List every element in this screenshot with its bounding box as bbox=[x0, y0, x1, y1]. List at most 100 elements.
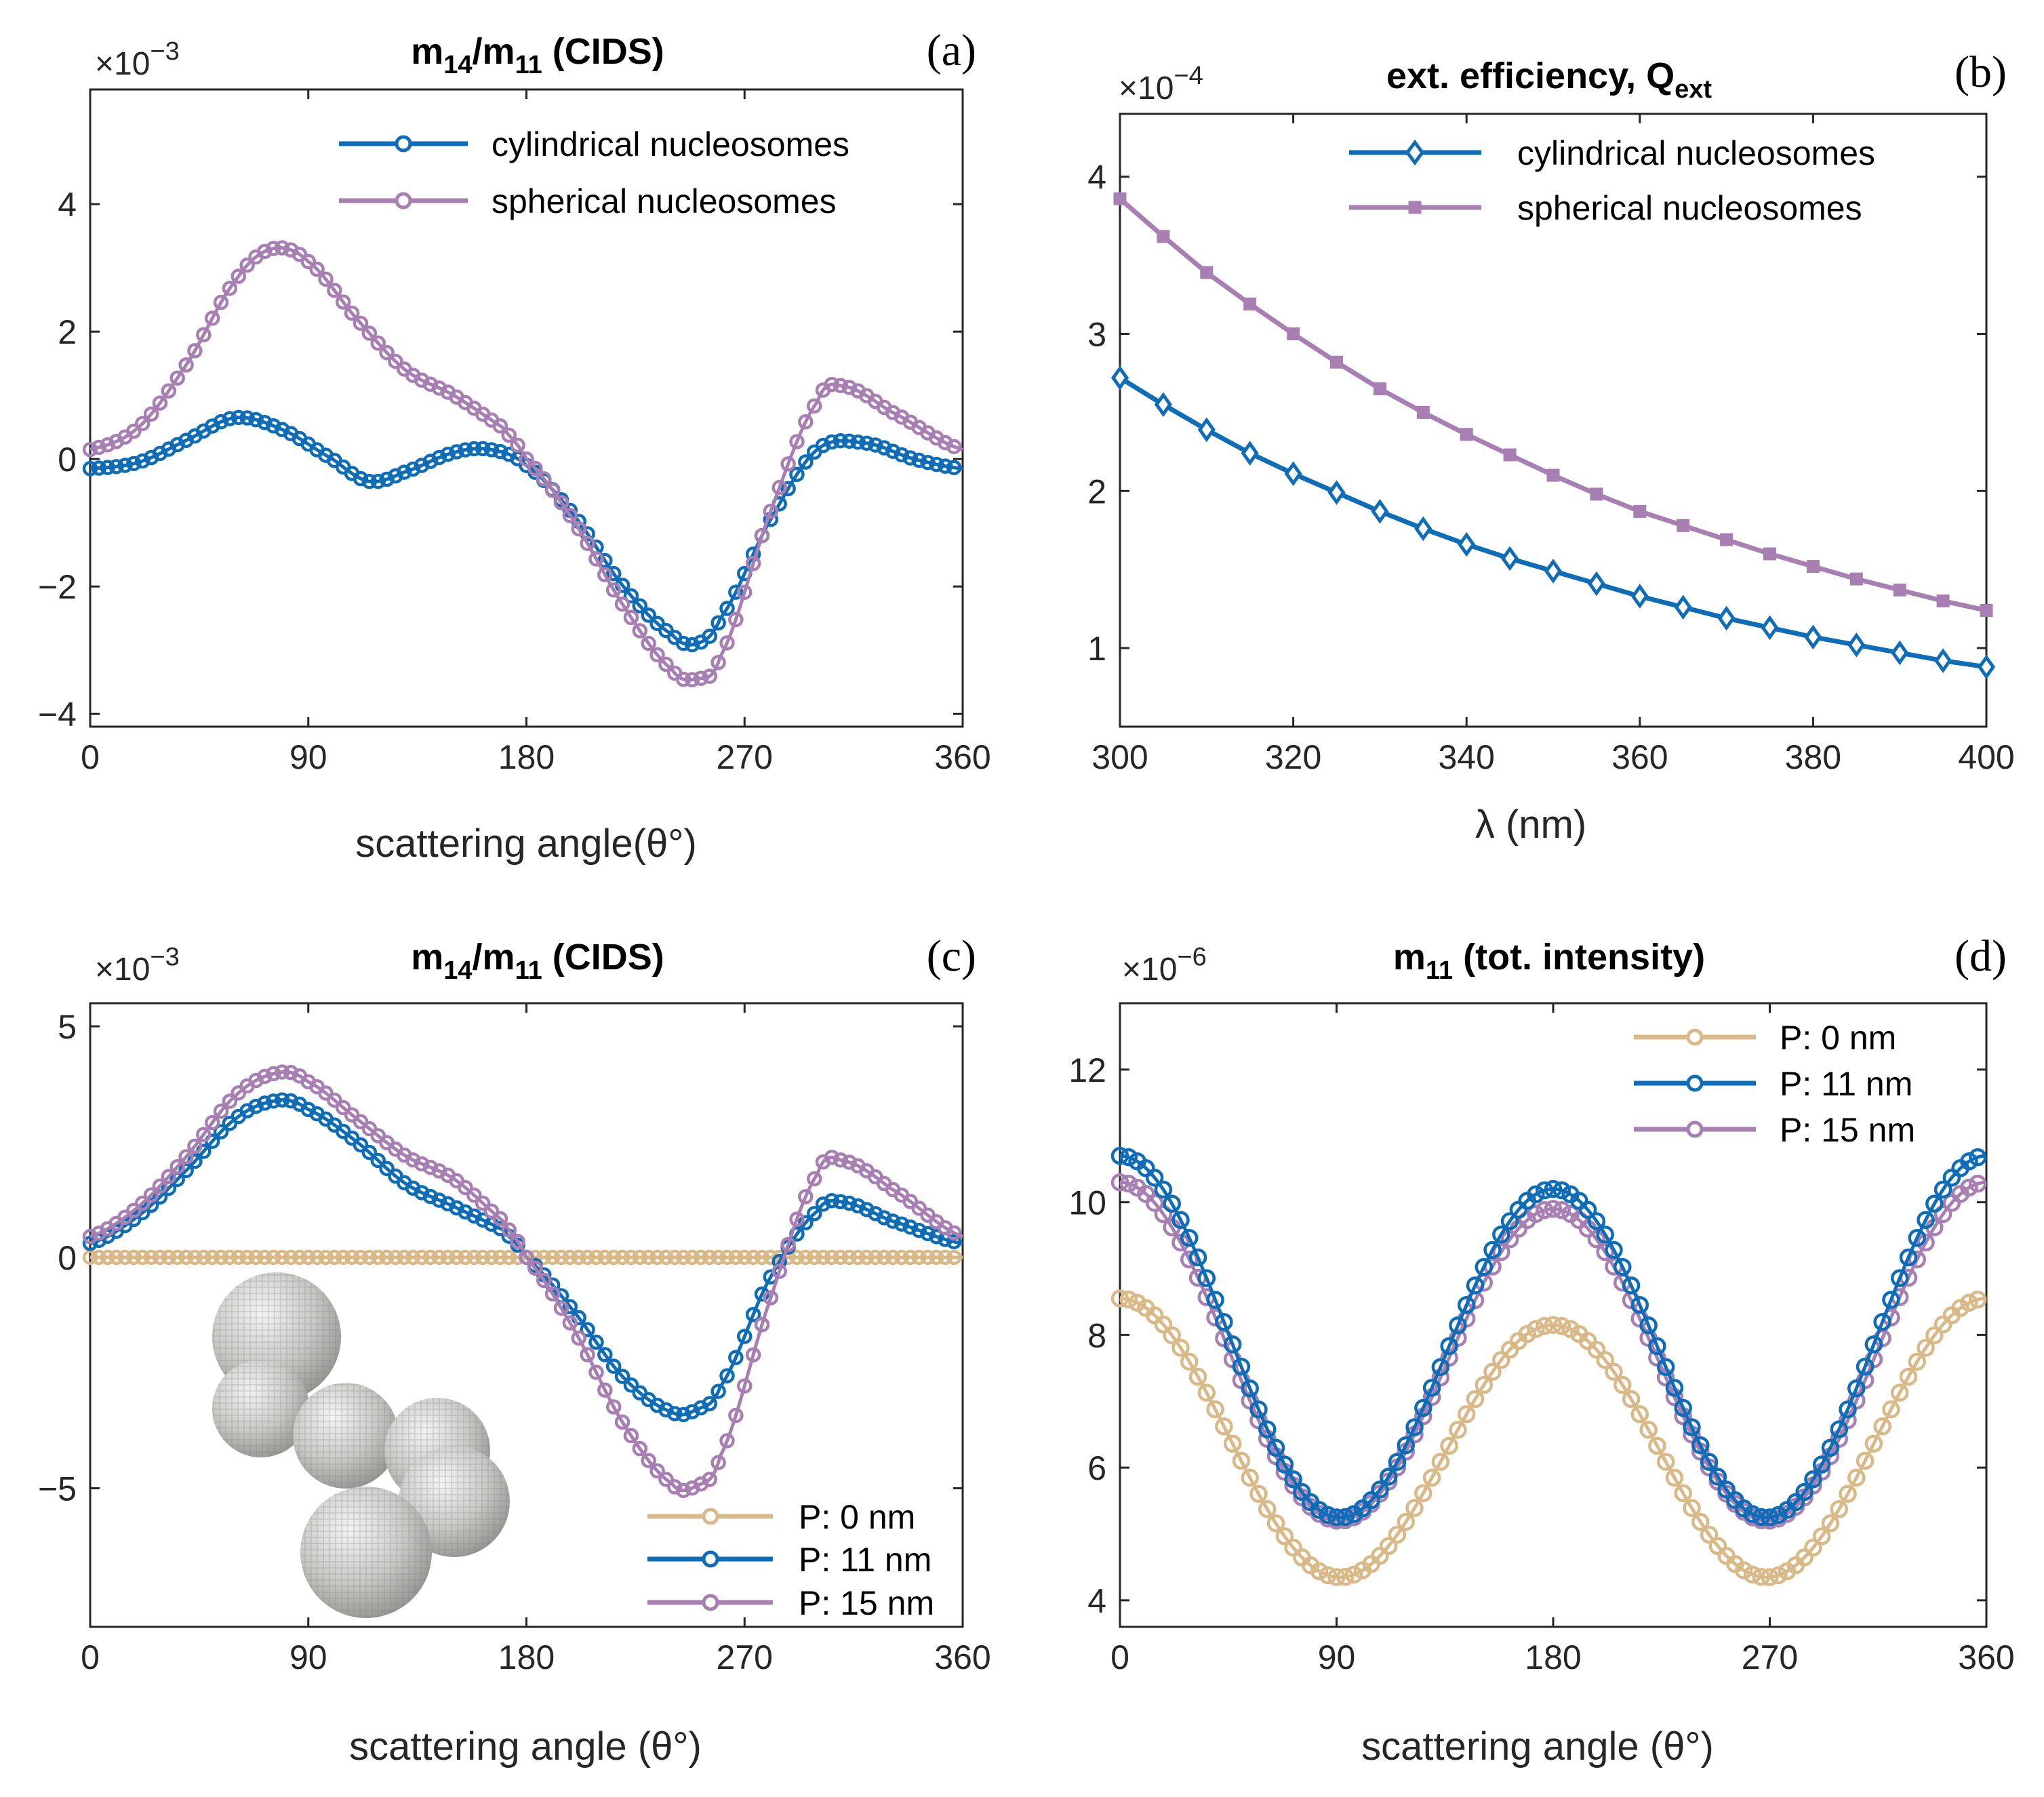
data-point bbox=[684, 1249, 700, 1266]
data-point bbox=[204, 1114, 220, 1131]
data-point bbox=[204, 310, 220, 326]
data-point bbox=[222, 281, 238, 296]
data-point bbox=[82, 441, 98, 458]
data-point bbox=[763, 1290, 779, 1306]
x-tick-label: 0 bbox=[1110, 1638, 1129, 1676]
data-point bbox=[806, 398, 822, 414]
data-point bbox=[388, 1249, 403, 1266]
data-point bbox=[1154, 1315, 1173, 1334]
data-point bbox=[1397, 1436, 1415, 1455]
data-point bbox=[1180, 1352, 1199, 1371]
data-point bbox=[283, 1249, 299, 1266]
data-point bbox=[274, 240, 290, 256]
panel-a: m14/m11 (CIDS) (a) ×10−3 0 90 180 270 360 −4 −… bbox=[38, 26, 991, 866]
data-point bbox=[1503, 448, 1517, 462]
data-point bbox=[1980, 603, 1993, 617]
data-point bbox=[1200, 266, 1214, 279]
data-point bbox=[632, 623, 648, 639]
data-point bbox=[675, 671, 692, 687]
data-point bbox=[1422, 1379, 1441, 1397]
legend-d-text-0: P: 0 nm bbox=[1780, 1019, 1896, 1057]
data-point bbox=[605, 1358, 622, 1374]
data-point bbox=[1639, 1421, 1658, 1439]
data-point bbox=[1414, 1484, 1432, 1503]
axes-box bbox=[1119, 113, 1988, 728]
data-point bbox=[1266, 1514, 1285, 1533]
data-point bbox=[833, 432, 849, 449]
data-point bbox=[335, 294, 351, 310]
data-point bbox=[902, 1219, 919, 1235]
panel-d: m11 (tot. intensity) (d) ×10−6 0 90 180 270… bbox=[1068, 931, 2014, 1769]
data-point bbox=[1633, 504, 1647, 518]
data-point bbox=[1674, 1484, 1692, 1503]
data-point bbox=[702, 668, 718, 684]
data-point bbox=[632, 1440, 648, 1457]
data-point bbox=[257, 1068, 273, 1085]
data-point bbox=[658, 656, 674, 672]
panel-a-exponent: ×10−3 bbox=[95, 37, 180, 82]
panel-b-label: (b) bbox=[1955, 47, 2007, 97]
data-point bbox=[719, 1433, 735, 1449]
x-tick-label: 360 bbox=[934, 1638, 990, 1676]
panel-a-plot: 0 90 180 270 360 −4 −2 0 2 4 bbox=[38, 88, 991, 776]
data-point bbox=[370, 335, 386, 351]
data-point bbox=[1648, 1337, 1666, 1356]
data-point bbox=[1596, 1243, 1614, 1261]
data-point bbox=[728, 1350, 744, 1365]
data-point bbox=[614, 1369, 630, 1384]
data-point bbox=[1466, 1390, 1485, 1409]
data-point bbox=[1388, 1453, 1407, 1471]
data-point bbox=[187, 1138, 203, 1154]
data-point bbox=[1804, 624, 1822, 650]
series-line bbox=[1119, 376, 1987, 670]
data-point bbox=[397, 464, 412, 480]
data-point bbox=[1761, 1568, 1779, 1586]
data-point bbox=[248, 1249, 264, 1266]
panel-b-xlabel: λ (nm) bbox=[1475, 803, 1586, 847]
data-point bbox=[588, 1334, 604, 1350]
legend-c-text-0: P: 0 nm bbox=[799, 1498, 915, 1536]
data-point bbox=[169, 1249, 185, 1266]
x-tick-label: 90 bbox=[289, 738, 327, 776]
data-point bbox=[798, 1249, 814, 1266]
data-point bbox=[641, 1249, 656, 1266]
data-point bbox=[1812, 1455, 1831, 1474]
data-point bbox=[1388, 1525, 1407, 1544]
data-point bbox=[1700, 1453, 1719, 1471]
data-point bbox=[667, 1249, 683, 1266]
data-point bbox=[1665, 1379, 1684, 1397]
panel-c-legend: P: 0 nm P: 11 nm P: 15 nm bbox=[647, 1498, 934, 1622]
data-point bbox=[1917, 1339, 1935, 1357]
panel-c-label: (c) bbox=[927, 931, 976, 981]
data-point bbox=[1145, 1194, 1164, 1212]
data-point bbox=[815, 1249, 831, 1266]
data-point bbox=[187, 1249, 203, 1266]
data-point bbox=[614, 1249, 630, 1266]
data-point bbox=[876, 440, 892, 456]
data-point bbox=[1968, 1148, 1987, 1167]
data-point bbox=[605, 582, 622, 598]
data-point bbox=[440, 446, 456, 462]
data-point bbox=[1752, 1568, 1770, 1586]
x-tick-label: 90 bbox=[1318, 1638, 1356, 1676]
y-tick-label: 2 bbox=[58, 313, 77, 351]
data-point bbox=[536, 1249, 552, 1266]
data-point bbox=[789, 1211, 805, 1227]
data-point bbox=[1708, 1468, 1727, 1486]
data-point bbox=[571, 521, 586, 537]
data-point bbox=[1492, 1351, 1510, 1369]
data-point bbox=[1847, 1468, 1866, 1487]
data-point bbox=[143, 1197, 159, 1213]
data-point bbox=[1518, 1325, 1536, 1344]
data-point bbox=[710, 1249, 726, 1266]
data-point bbox=[1416, 405, 1430, 419]
data-point bbox=[1154, 1180, 1173, 1199]
data-point bbox=[536, 471, 552, 487]
data-point bbox=[353, 1137, 369, 1153]
data-point bbox=[1847, 632, 1866, 658]
data-point bbox=[309, 261, 325, 277]
data-point bbox=[117, 1249, 133, 1266]
data-point bbox=[361, 473, 378, 489]
data-point bbox=[1327, 480, 1346, 505]
data-point bbox=[1373, 382, 1386, 396]
